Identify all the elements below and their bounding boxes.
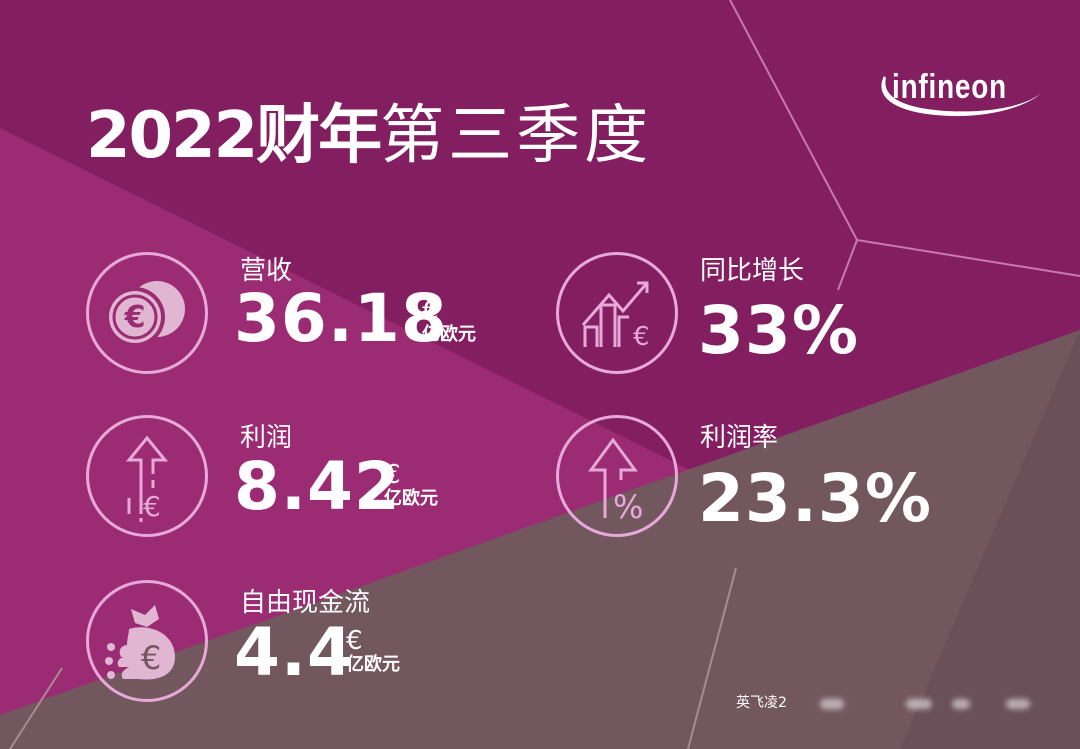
infineon-logo: infineon xyxy=(872,66,1042,126)
kpi-value: 23.3% xyxy=(698,460,932,537)
watermark-blur xyxy=(820,699,844,709)
kpi-value: 4.4 xyxy=(234,614,354,691)
title-light: 第三季度 xyxy=(380,99,653,173)
money-bag-euro-icon: € xyxy=(86,580,208,702)
kpi-value: 8.42 xyxy=(234,448,401,525)
kpi-label: 利润 xyxy=(240,423,293,453)
kpi-value: 36.18 xyxy=(234,280,448,357)
page-title: 2022财年第三季度 xyxy=(86,96,652,176)
euro-coins-icon: € xyxy=(86,252,208,374)
unit-text: 亿欧元 xyxy=(422,324,476,345)
unit-text: 亿欧元 xyxy=(346,654,400,675)
svg-text:€: € xyxy=(124,300,146,335)
growth-chart-euro-icon: € xyxy=(556,252,678,374)
svg-text:€: € xyxy=(633,322,650,352)
kpi-unit: € 亿欧元 xyxy=(346,628,400,676)
kpi-unit: € 亿欧元 xyxy=(422,298,476,346)
footer-caption: 英飞凌2 xyxy=(736,695,787,711)
svg-text:€: € xyxy=(143,490,161,523)
watermark-blur xyxy=(1006,699,1030,709)
arrow-up-euro-icon: € xyxy=(86,415,208,537)
arrow-up-percent-icon: % xyxy=(556,415,678,537)
unit-text: 亿欧元 xyxy=(384,488,438,509)
title-bold: 2022财年 xyxy=(86,99,382,173)
kpi-label: 利润率 xyxy=(700,423,779,453)
currency-symbol: € xyxy=(346,626,363,656)
svg-text:%: % xyxy=(613,488,643,526)
kpi-value: 33% xyxy=(698,292,859,369)
watermark-blur xyxy=(906,699,932,709)
svg-text:€: € xyxy=(141,639,161,677)
kpi-label: 自由现金流 xyxy=(240,588,371,618)
currency-symbol: € xyxy=(422,296,439,326)
kpi-label: 营收 xyxy=(240,256,293,286)
kpi-unit: € 亿欧元 xyxy=(384,462,438,510)
watermark-blur xyxy=(952,699,970,709)
currency-symbol: € xyxy=(384,460,401,490)
kpi-label: 同比增长 xyxy=(700,256,805,286)
logo-text: infineon xyxy=(892,68,1007,106)
